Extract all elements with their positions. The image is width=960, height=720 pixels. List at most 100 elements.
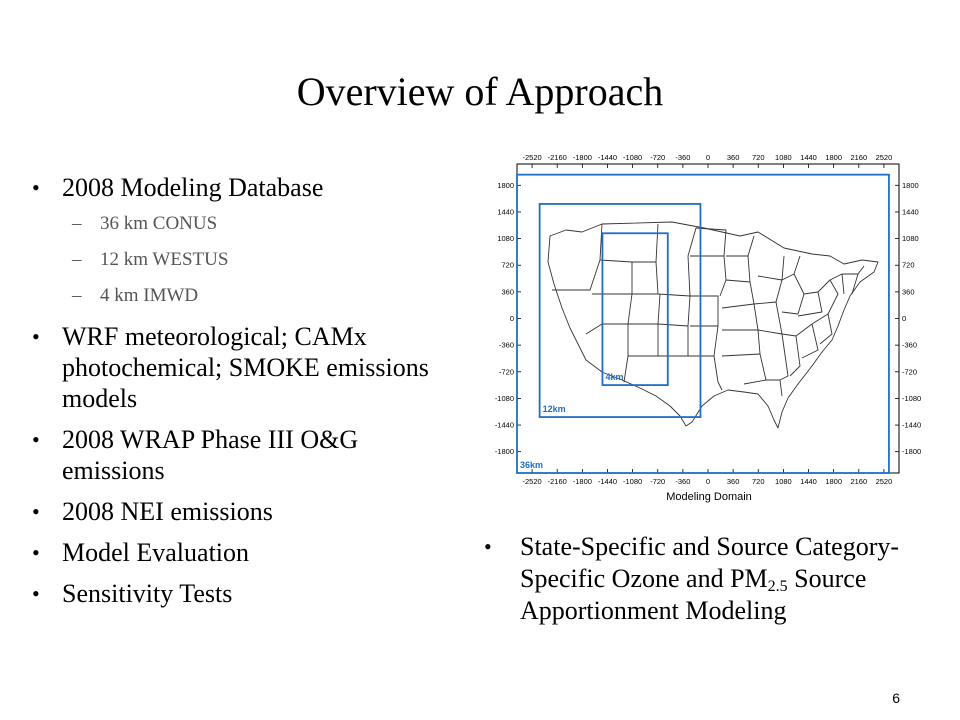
x-tick-label: -1440 <box>598 153 617 162</box>
y-tick-label: -1440 <box>902 421 921 430</box>
y-tick-label: 0 <box>510 314 514 323</box>
x-tick-label: -2520 <box>522 153 541 162</box>
y-tick-label: -1800 <box>902 447 921 456</box>
y-tick-label: 360 <box>902 287 915 296</box>
page-number: 6 <box>892 690 900 706</box>
y-tick-label: 1800 <box>902 181 919 190</box>
y-tick-label: 720 <box>501 261 514 270</box>
bullet-marker: • <box>32 540 40 565</box>
x-tick-labels-top: -2520 -2160 -1800 -1440 -1080 -720 -360 0 360 720… <box>522 153 892 168</box>
x-tick-label: 1800 <box>825 153 842 162</box>
domain-boxes: 36km 12km 4km <box>516 173 890 474</box>
us-state-outlines <box>547 221 879 429</box>
bullet-text: 2008 WRAP Phase III O&G emissions <box>62 425 359 485</box>
y-tick-label: -360 <box>499 341 514 350</box>
x-tick-label: -1080 <box>623 477 642 486</box>
x-tick-label: 2520 <box>876 477 893 486</box>
right-bullet-text-part2: Source Apportionment Modeling <box>520 564 867 625</box>
bullet-list: • 2008 Modeling Database –36 km CONUS –12… <box>30 172 460 619</box>
x-tick-label: -720 <box>650 153 665 162</box>
domain-box-36km <box>516 173 890 474</box>
bullet-text: 2008 Modeling Database <box>62 173 324 202</box>
sub-bullet-item: –4 km IMWD <box>30 285 460 307</box>
y-tick-labels-left: 1800 1440 1080 720 360 0 -360 -720 -1080 -1440 -18… <box>495 181 521 456</box>
bullet-text: Sensitivity Tests <box>62 579 233 608</box>
x-tick-label: 720 <box>752 153 765 162</box>
y-tick-label: -1440 <box>495 421 514 430</box>
bullet-marker: • <box>484 534 492 559</box>
x-tick-label: -360 <box>675 153 690 162</box>
y-tick-label: -720 <box>902 367 917 376</box>
domain-box-12km <box>538 203 702 418</box>
x-tick-label: 2160 <box>850 153 867 162</box>
bullet-marker: • <box>32 427 40 452</box>
y-tick-label: 360 <box>501 287 514 296</box>
map-caption: Modeling Domain <box>666 491 752 503</box>
x-tick-label: -2160 <box>548 477 567 486</box>
x-tick-label: -2160 <box>548 153 567 162</box>
dash-marker: – <box>72 213 82 234</box>
sub-bullet-text: 12 km WESTUS <box>100 249 229 270</box>
x-tick-labels-bottom: -2520 -2160 -1800 -1440 -1080 -720 -360 0 360 720… <box>522 469 892 486</box>
bullet-item: • Model Evaluation <box>30 537 460 568</box>
y-tick-label: 1440 <box>902 207 919 216</box>
y-tick-label: 1080 <box>902 234 919 243</box>
x-tick-label: 2520 <box>876 153 893 162</box>
right-bullet-item: • State-Specific and Source Category-Spec… <box>482 531 940 627</box>
sub-bullet-text: 4 km IMWD <box>100 285 199 306</box>
x-tick-label: -1440 <box>598 477 617 486</box>
y-tick-labels-right: 1800 1440 1080 720 360 0 -360 -720 -1080 -1440 -18… <box>895 181 921 456</box>
domain-label-12km: 12km <box>543 404 566 414</box>
x-tick-label: 360 <box>727 477 740 486</box>
x-tick-label: -2520 <box>522 477 541 486</box>
x-tick-label: -1800 <box>573 477 592 486</box>
modeling-domain-map: -2520 -2160 -1800 -1440 -1080 -720 -360 0 360 720… <box>495 153 921 503</box>
y-tick-label: -1080 <box>495 394 514 403</box>
y-tick-label: -360 <box>902 341 917 350</box>
x-tick-label: -360 <box>675 477 690 486</box>
x-tick-label: 0 <box>706 477 710 486</box>
sub-bullet-item: –36 km CONUS <box>30 213 460 235</box>
sub-bullet-list: –36 km CONUS –12 km WESTUS –4 km IMWD <box>30 213 460 307</box>
y-tick-label: 1080 <box>497 234 514 243</box>
x-tick-label: -720 <box>650 477 665 486</box>
dash-marker: – <box>72 249 82 270</box>
map-frame <box>516 163 900 474</box>
x-tick-label: 720 <box>752 477 765 486</box>
domain-label-36km: 36km <box>520 460 543 470</box>
bullet-item: • 2008 NEI emissions <box>30 496 460 527</box>
bullet-marker: • <box>32 499 40 524</box>
x-tick-label: 1800 <box>825 477 842 486</box>
bullet-text: WRF meteorological; CAMx photochemical; … <box>62 322 429 413</box>
right-bullet-text-part1: State-Specific and Source Category-Speci… <box>520 532 900 593</box>
bullet-marker: • <box>32 581 40 606</box>
x-tick-label: 1440 <box>800 153 817 162</box>
x-tick-label: 1440 <box>800 477 817 486</box>
x-tick-label: 0 <box>706 153 710 162</box>
bullet-item: • WRF meteorological; CAMx photochemical;… <box>30 321 460 414</box>
domain-label-4km: 4km <box>605 372 623 382</box>
y-tick-label: -720 <box>499 367 514 376</box>
bullet-item: • Sensitivity Tests <box>30 578 460 609</box>
x-tick-label: 360 <box>727 153 740 162</box>
y-tick-label: 720 <box>902 261 915 270</box>
bullet-text: Model Evaluation <box>62 538 250 567</box>
x-tick-label: 1080 <box>775 477 792 486</box>
y-tick-label: 1440 <box>497 207 514 216</box>
bullet-item: • 2008 WRAP Phase III O&G emissions <box>30 424 460 486</box>
y-tick-label: -1080 <box>902 394 921 403</box>
y-tick-label: -1800 <box>495 447 514 456</box>
bullet-marker: • <box>32 324 40 349</box>
y-tick-label: 0 <box>902 314 906 323</box>
bullet-item: • 2008 Modeling Database <box>30 172 460 203</box>
x-tick-label: 2160 <box>850 477 867 486</box>
domain-box-4km <box>601 232 669 386</box>
bullet-text: 2008 NEI emissions <box>62 497 273 526</box>
slide-title: Overview of Approach <box>296 69 664 114</box>
sub-bullet-text: 36 km CONUS <box>100 213 218 234</box>
dash-marker: – <box>72 285 82 306</box>
sub-bullet-item: –12 km WESTUS <box>30 249 460 271</box>
x-tick-label: -1800 <box>573 153 592 162</box>
right-bullet-subscript: 2.5 <box>767 578 788 595</box>
x-tick-label: 1080 <box>775 153 792 162</box>
